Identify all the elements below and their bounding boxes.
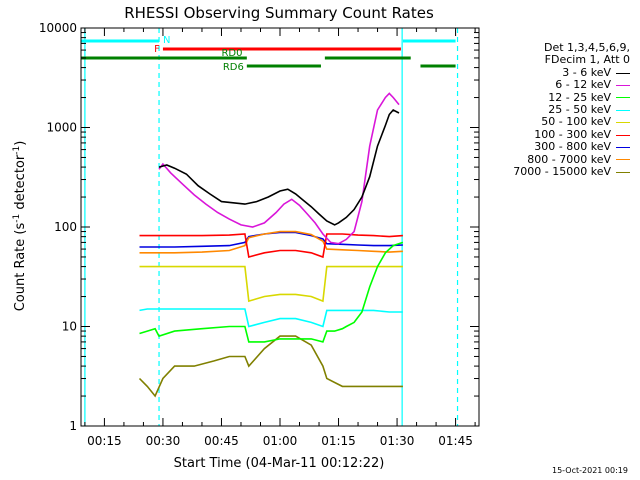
legend-item-1: 6 - 12 keV xyxy=(478,78,630,92)
x-tick-label-0: 00:15 xyxy=(87,434,122,448)
y-axis-label: Count Rate (s-1 detector-1) xyxy=(12,141,28,312)
y-tick-label-2: 100 xyxy=(54,220,77,234)
x-tick-label-5: 01:30 xyxy=(380,434,415,448)
legend-swatch-4 xyxy=(616,122,630,124)
y-axis-label-mid: detector xyxy=(13,154,28,214)
series-line-50to100keV xyxy=(139,265,403,303)
legend-label-1: 6 - 12 keV xyxy=(555,78,611,92)
y-tick-label-4: 10000 xyxy=(39,21,77,35)
y-tick-label-0: 1 xyxy=(69,419,77,433)
chart-title: RHESSI Observing Summary Count Rates xyxy=(124,4,434,22)
y-tick-label-3: 1000 xyxy=(46,121,77,135)
x-axis-label: Start Time (04-Mar-11 00:12:22) xyxy=(174,456,385,471)
legend-swatch-6 xyxy=(616,146,630,148)
series-line-7000to15000keV xyxy=(138,335,403,398)
legend-item-8: 7000 - 15000 keV xyxy=(478,165,630,179)
legend-label-8: 7000 - 15000 keV xyxy=(513,165,611,179)
legend-item-3: 25 - 50 keV xyxy=(478,103,630,117)
legend-swatch-0 xyxy=(616,72,630,74)
vertical-lines xyxy=(84,28,459,426)
legend-swatch-2 xyxy=(616,97,630,99)
legend-swatch-7 xyxy=(616,159,630,161)
x-tick-label-1: 00:30 xyxy=(146,434,181,448)
y-axis-label-sup1: -1 xyxy=(12,214,22,223)
legend-swatch-5 xyxy=(616,134,630,136)
series-line-3to6keV xyxy=(158,109,400,226)
legend-swatch-1 xyxy=(616,84,630,86)
y-axis: 1 10 100 1000 10000 xyxy=(39,21,479,433)
legend-item-0: 3 - 6 keV xyxy=(478,65,630,79)
legend-label-0: 3 - 6 keV xyxy=(562,65,611,79)
flags-layer: NF RD0 RD6 xyxy=(81,35,456,73)
legend-item-5: 100 - 300 keV xyxy=(478,127,630,141)
legend-label-3: 25 - 50 keV xyxy=(548,103,611,117)
legend-label-7: 800 - 7000 keV xyxy=(527,152,611,166)
series-line-800to7000keV xyxy=(139,230,403,254)
x-axis: 00:15 00:30 00:45 01:00 01:15 01:30 01:45 xyxy=(84,28,476,448)
series-line-25to50keV xyxy=(139,308,403,328)
legend-item-7: 800 - 7000 keV xyxy=(478,152,630,166)
x-tick-label-3: 01:00 xyxy=(263,434,298,448)
flag-label-rd6: RD6 xyxy=(223,62,244,73)
legend-label-2: 12 - 25 keV xyxy=(548,90,611,104)
x-tick-label-6: 01:45 xyxy=(438,434,473,448)
series-line-12to25keV xyxy=(139,241,404,343)
y-axis-label-end: ) xyxy=(13,141,28,146)
legend-item-4: 50 - 100 keV xyxy=(478,116,630,128)
legend-label-4: 50 - 100 keV xyxy=(541,115,611,129)
x-tick-label-4: 01:15 xyxy=(321,434,356,448)
series-line-6to12keV xyxy=(158,92,400,245)
flag-label-rd0: RD0 xyxy=(221,48,242,59)
x-tick-label-2: 00:45 xyxy=(204,434,239,448)
series-layer xyxy=(138,92,404,398)
legend-label-6: 300 - 800 keV xyxy=(534,140,611,154)
plot-frame xyxy=(80,27,480,427)
flag-label-n: N xyxy=(163,35,170,46)
legend-label-5: 100 - 300 keV xyxy=(534,127,611,141)
series-line-100to300keV xyxy=(139,233,403,259)
legend: Det 1,3,4,5,6,9, FDecim 1, Att 0 3 - 6 k… xyxy=(478,41,630,179)
y-axis-label-main: Count Rate (s xyxy=(13,223,28,312)
legend-header-line-2: FDecim 1, Att 0 xyxy=(544,53,630,67)
y-tick-label-1: 10 xyxy=(62,320,77,334)
series-line-300to800keV xyxy=(139,231,403,248)
legend-swatch-3 xyxy=(616,109,630,111)
flag-label-f: F xyxy=(154,44,160,55)
footer-date: 15-Oct-2021 00:19 xyxy=(552,466,628,475)
y-axis-label-sup2: -1 xyxy=(12,146,22,155)
legend-item-2: 12 - 25 keV xyxy=(478,90,630,104)
legend-header-line-1: Det 1,3,4,5,6,9, xyxy=(543,41,630,54)
legend-swatch-8 xyxy=(616,171,630,173)
legend-item-6: 300 - 800 keV xyxy=(478,140,630,154)
